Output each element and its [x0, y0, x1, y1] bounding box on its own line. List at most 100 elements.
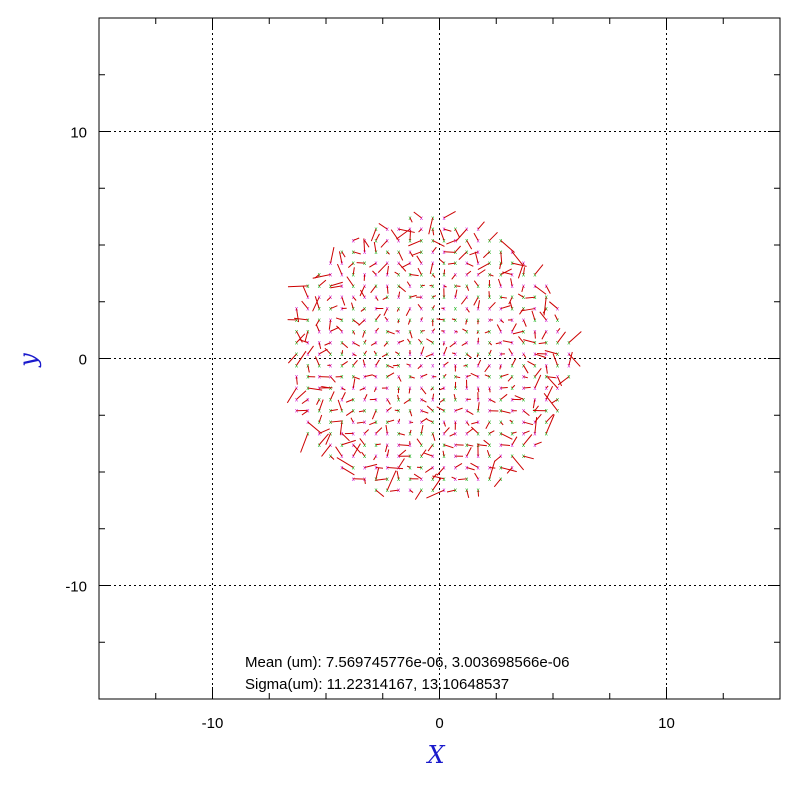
- residual-vector: [451, 476, 456, 480]
- residual-vector: [493, 478, 502, 488]
- data-point-marker: x: [340, 318, 343, 324]
- residual-vector: [386, 265, 389, 275]
- residual-vector: [345, 398, 354, 403]
- residual-vector: [506, 467, 513, 474]
- data-point-marker: x: [420, 375, 423, 381]
- residual-vector: [443, 373, 447, 377]
- residual-vector: [330, 376, 336, 383]
- data-point-marker: x: [318, 352, 321, 358]
- residual-vector: [358, 319, 365, 326]
- data-point-marker: x: [465, 431, 468, 437]
- data-point-marker: x: [431, 386, 434, 392]
- residual-vector: [514, 395, 524, 400]
- data-point-marker: x: [408, 238, 411, 244]
- data-point-marker: x: [511, 454, 514, 460]
- residual-vector: [418, 338, 422, 343]
- data-point-marker: x: [488, 363, 491, 369]
- data-point-marker: x: [420, 329, 423, 335]
- data-point-marker: x: [443, 295, 446, 301]
- residual-vector: [386, 407, 392, 412]
- residual-vector: [286, 387, 297, 404]
- residual-vector: [443, 421, 446, 427]
- data-point-marker: x: [420, 238, 423, 244]
- residual-vector: [476, 331, 479, 334]
- data-point-marker: x: [431, 375, 434, 381]
- residual-vector: [394, 409, 399, 412]
- residual-vector: [455, 245, 461, 253]
- data-point-marker: x: [556, 363, 559, 369]
- residual-vector: [370, 228, 377, 242]
- data-point-marker: x: [397, 488, 400, 494]
- residual-vector: [489, 430, 495, 434]
- data-point-marker: x: [408, 443, 411, 449]
- residual-vector: [500, 373, 509, 378]
- data-point-marker: x: [488, 454, 491, 460]
- residual-vector: [523, 353, 527, 358]
- data-point-marker: x: [499, 329, 502, 335]
- data-point-marker: x: [386, 250, 389, 256]
- data-point-marker: x: [420, 227, 423, 233]
- data-point-marker: x: [386, 238, 389, 244]
- data-point-marker: x: [431, 307, 434, 313]
- residual-vector: [466, 444, 474, 447]
- data-point-marker: x: [295, 363, 298, 369]
- residual-vector: [482, 251, 490, 259]
- residual-vector: [532, 399, 536, 409]
- data-point-marker: x: [363, 375, 366, 381]
- data-point-marker: x: [397, 284, 400, 290]
- residual-vector: [364, 478, 366, 485]
- data-point-marker: x: [499, 273, 502, 279]
- residual-vector: [358, 410, 365, 413]
- data-point-marker: x: [397, 397, 400, 403]
- data-point-marker: x: [408, 341, 411, 347]
- residual-vector: [409, 251, 414, 258]
- data-point-marker: x: [374, 307, 377, 313]
- data-point-marker: x: [556, 386, 559, 392]
- residual-vector: [330, 420, 343, 423]
- data-point-marker: x: [352, 238, 355, 244]
- residual-vector: [502, 340, 513, 344]
- data-point-marker: x: [522, 386, 525, 392]
- residual-vector: [517, 293, 524, 298]
- data-point-marker: x: [420, 250, 423, 256]
- residual-vector: [321, 444, 331, 457]
- data-point-marker: x: [431, 284, 434, 290]
- residual-vector: [301, 410, 309, 416]
- data-point-marker: x: [454, 341, 457, 347]
- data-point-marker: x: [443, 409, 446, 415]
- residual-vector: [517, 263, 524, 279]
- data-point-marker: x: [545, 397, 548, 403]
- residual-vector: [455, 462, 463, 468]
- residual-vector: [539, 311, 547, 321]
- data-point-marker: x: [374, 352, 377, 358]
- data-point-marker: x: [295, 386, 298, 392]
- residual-vector: [496, 324, 502, 332]
- residual-vector: [466, 466, 475, 471]
- data-point-marker: x: [443, 397, 446, 403]
- data-point-marker: x: [386, 431, 389, 437]
- data-point-marker: x: [340, 431, 343, 437]
- residual-vector: [500, 251, 503, 265]
- residual-vector: [443, 228, 452, 232]
- residual-vector: [341, 387, 346, 391]
- residual-vector: [364, 374, 373, 378]
- data-point-marker: x: [352, 397, 355, 403]
- data-point-marker: x: [420, 420, 423, 426]
- data-point-marker: x: [329, 307, 332, 313]
- residual-vector: [446, 489, 456, 493]
- residual-vector: [352, 378, 356, 389]
- residual-vector: [523, 421, 534, 426]
- data-point-marker: x: [499, 352, 502, 358]
- data-point-marker: x: [477, 397, 480, 403]
- data-point-marker: x: [420, 431, 423, 437]
- residual-vector: [318, 342, 322, 350]
- residual-vector: [439, 387, 445, 391]
- data-point-marker: x: [454, 465, 457, 471]
- residual-vector: [364, 240, 370, 248]
- residual-vector: [484, 374, 490, 378]
- data-point-marker: x: [465, 352, 468, 358]
- residual-vector: [471, 421, 479, 425]
- data-point-marker: x: [318, 431, 321, 437]
- data-point-marker: x: [545, 431, 548, 437]
- residual-vector: [466, 421, 470, 426]
